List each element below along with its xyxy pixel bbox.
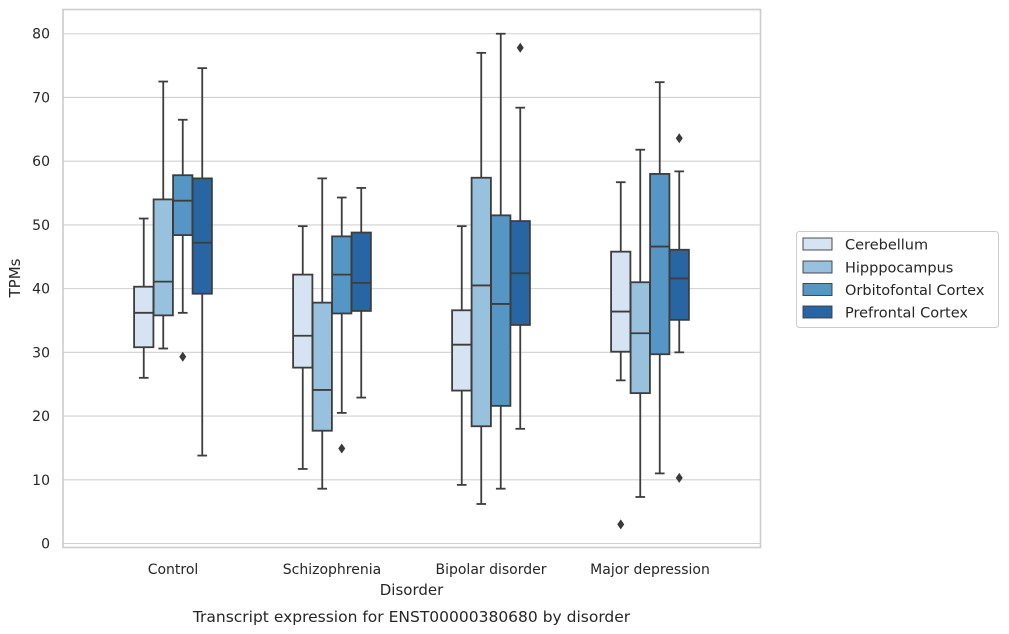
box-iqr (311, 301, 333, 432)
box-orbitofontal-cortex-control (172, 118, 194, 362)
y-tick-label-30: 30 (32, 345, 50, 361)
box-prefrontal-cortex-schizophrenia (350, 187, 372, 399)
legend-label-orbitofontal-cortex: Orbitofontal Cortex (845, 283, 985, 299)
legend-swatch-orbitofontal-cortex (802, 283, 833, 296)
y-tick-label-10: 10 (32, 473, 50, 489)
box-orbitofontal-cortex-bipolar-disorder (490, 32, 512, 490)
box-cerebellum-control (133, 217, 155, 379)
box-cerebellum-bipolar-disorder (451, 225, 473, 486)
legend-label-hipppocampus: Hipppocampus (845, 261, 953, 277)
legend-label-prefrontal-cortex: Prefrontal Cortex (845, 306, 968, 322)
box-cerebellum-major-depression (610, 181, 632, 530)
box-prefrontal-cortex-bipolar-disorder (509, 42, 531, 430)
box-series (133, 32, 690, 530)
legend-frame (796, 231, 999, 328)
legend-swatch-prefrontal-cortex (802, 305, 833, 319)
legend-item-orbitofontal-cortex: Orbitofontal Cortex (802, 283, 985, 299)
chart-caption: Transcript expression for ENST0000038068… (192, 608, 631, 626)
x-axis-ticks: Control Schizophrenia Bipolar disorder Majo… (148, 562, 710, 578)
box-iqr (629, 281, 651, 395)
box-iqr (350, 231, 372, 312)
legend-item-prefrontal-cortex: Prefrontal Cortex (802, 305, 968, 322)
box-prefrontal-cortex-control (191, 67, 213, 457)
box-iqr (649, 173, 671, 356)
y-axis-ticks: 0 10 20 30 40 50 60 70 80 (32, 27, 50, 553)
legend-swatch-cerebellum (802, 237, 833, 251)
legend-swatch-hipppocampus (802, 260, 833, 274)
box-iqr (610, 250, 632, 353)
box-iqr (133, 285, 155, 349)
plot-area-frame (62, 8, 762, 549)
outlier-point-1 (675, 472, 683, 483)
box-iqr (490, 214, 512, 407)
outlier-point-0 (617, 519, 625, 530)
y-tick-label-20: 20 (32, 409, 50, 425)
y-tick-label-60: 60 (32, 154, 50, 170)
outlier-point-0 (338, 443, 346, 454)
box-hipppocampus-control (152, 80, 174, 350)
legend-item-hipppocampus: Hipppocampus (802, 260, 953, 277)
box-iqr (451, 309, 473, 392)
box-iqr (292, 273, 314, 369)
x-tick-label-schizophrenia: Schizophrenia (283, 562, 381, 578)
box-iqr (152, 198, 174, 317)
y-tick-label-40: 40 (32, 282, 50, 298)
box-iqr (191, 177, 213, 295)
x-tick-label-control: Control (148, 562, 199, 578)
outlier-point-0 (675, 133, 683, 144)
box-prefrontal-cortex-major-depression (668, 133, 690, 483)
box-iqr (470, 176, 492, 428)
box-hipppocampus-major-depression (629, 148, 651, 498)
y-tick-label-70: 70 (32, 90, 50, 106)
box-hipppocampus-schizophrenia (311, 177, 333, 490)
legend-label-cerebellum: Cerebellum (845, 238, 928, 254)
box-cerebellum-schizophrenia (292, 225, 314, 470)
box-orbitofontal-cortex-schizophrenia (331, 196, 353, 454)
y-tick-label-80: 80 (32, 27, 50, 43)
y-tick-label-0: 0 (41, 537, 50, 553)
legend: Cerebellum Hipppocampus Orbitofontal Cor… (796, 231, 999, 328)
box-hipppocampus-bipolar-disorder (470, 51, 492, 505)
box-iqr (668, 248, 690, 321)
x-tick-label-bipolar-disorder: Bipolar disorder (435, 562, 546, 578)
legend-item-cerebellum: Cerebellum (802, 237, 928, 254)
y-tick-label-50: 50 (32, 218, 50, 234)
y-axis-label: TPMs (6, 258, 24, 298)
box-orbitofontal-cortex-major-depression (649, 81, 671, 475)
box-iqr (172, 174, 194, 236)
outlier-point-0 (179, 351, 187, 362)
outlier-point-0 (516, 42, 524, 53)
x-axis-label: Disorder (380, 581, 444, 599)
x-tick-label-major-depression: Major depression (590, 562, 710, 578)
